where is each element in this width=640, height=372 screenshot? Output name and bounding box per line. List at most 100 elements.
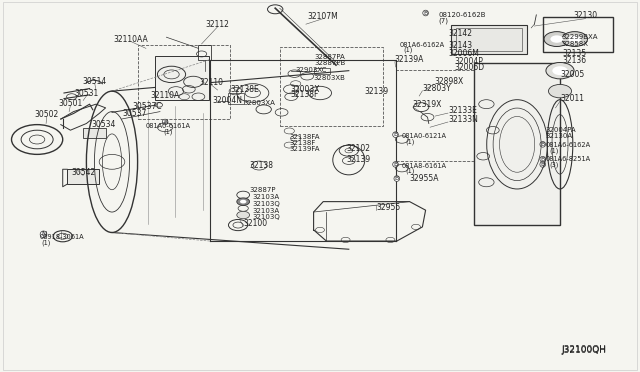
Text: 32100: 32100 [243, 219, 268, 228]
Bar [198, 45, 211, 60]
Circle shape [548, 84, 572, 98]
Text: 32103A: 32103A [253, 208, 280, 214]
Text: B: B [163, 119, 167, 125]
Text: 32107M: 32107M [308, 12, 339, 21]
Text: 32138F: 32138F [290, 90, 318, 99]
Text: 32138F: 32138F [290, 140, 316, 146]
Text: 32887P: 32887P [250, 187, 276, 193]
Bar [451, 25, 527, 54]
Circle shape [544, 32, 570, 46]
Text: 32138FA: 32138FA [290, 134, 321, 140]
Text: 081A0-6121A: 081A0-6121A [402, 133, 447, 139]
Text: 32803XA: 32803XA [243, 100, 275, 106]
Text: 081A6-6162A: 081A6-6162A [545, 142, 591, 148]
Text: 081A6-6162A: 081A6-6162A [400, 42, 445, 48]
Text: 32133N: 32133N [448, 115, 478, 124]
Text: (1): (1) [405, 138, 415, 145]
Text: 30537C: 30537C [132, 102, 162, 110]
Circle shape [550, 35, 563, 43]
Circle shape [240, 200, 246, 203]
Text: 08120-6162B: 08120-6162B [438, 12, 486, 18]
Text: (1): (1) [403, 47, 413, 54]
Text: 32110AA: 32110AA [114, 35, 148, 44]
Text: B: B [541, 157, 545, 162]
Text: 32136: 32136 [562, 56, 586, 65]
Text: 32139: 32139 [365, 87, 389, 96]
Bar [83, 128, 106, 138]
Circle shape [237, 211, 250, 219]
Text: 32803Y: 32803Y [422, 84, 451, 93]
Text: 081A8-6161A: 081A8-6161A [402, 163, 447, 169]
Text: B: B [395, 176, 399, 181]
Text: 08918-3061A: 08918-3061A [40, 234, 84, 240]
Text: 32138E: 32138E [230, 85, 259, 94]
Text: 081A0-6161A: 081A0-6161A [145, 124, 190, 129]
Text: 32112: 32112 [205, 20, 230, 29]
Text: 32139FA: 32139FA [290, 146, 321, 152]
Text: J32100QH: J32100QH [562, 346, 607, 355]
Bar [138, 45, 230, 119]
Text: 081A6-8251A: 081A6-8251A [545, 156, 591, 162]
Text: N: N [41, 231, 46, 237]
Text: (1): (1) [405, 168, 415, 174]
Text: 32004N: 32004N [212, 96, 242, 105]
Text: 30501: 30501 [58, 99, 83, 108]
Text: 32110A: 32110A [150, 92, 180, 100]
Text: 30542: 30542 [71, 169, 95, 177]
Text: 32130: 32130 [573, 11, 598, 20]
Bar [456, 28, 522, 51]
Text: 32004PA: 32004PA [545, 127, 576, 133]
Circle shape [552, 66, 568, 75]
Text: (3): (3) [549, 161, 559, 168]
Bar [280, 46, 383, 126]
Text: 32955A: 32955A [410, 174, 439, 183]
Text: 32887PB: 32887PB [315, 60, 346, 66]
Text: B: B [424, 10, 428, 16]
Text: 32006M: 32006M [448, 49, 479, 58]
Text: 32143: 32143 [448, 41, 472, 50]
Text: (1): (1) [549, 147, 559, 154]
Text: 30502: 30502 [35, 110, 59, 119]
Text: J32100QH: J32100QH [562, 345, 607, 354]
Text: 32887PA: 32887PA [315, 54, 346, 60]
Text: B: B [394, 162, 397, 167]
Text: 30537: 30537 [122, 109, 147, 118]
Text: B: B [394, 132, 397, 137]
Text: (7): (7) [438, 17, 449, 24]
Text: B: B [541, 162, 545, 167]
Text: 32142: 32142 [448, 29, 472, 38]
Bar [543, 17, 613, 52]
Text: 30534: 30534 [92, 121, 116, 129]
Text: 32103A: 32103A [253, 194, 280, 200]
Text: (1): (1) [42, 240, 51, 246]
Text: 32102: 32102 [346, 144, 370, 153]
Text: 32139: 32139 [346, 155, 371, 164]
Text: 32139A: 32139A [395, 55, 424, 64]
Text: 32955: 32955 [376, 203, 401, 212]
Bar [474, 63, 560, 225]
Text: 32319X: 32319X [413, 100, 442, 109]
Text: 32138: 32138 [250, 161, 274, 170]
Circle shape [237, 198, 250, 205]
Bar [314, 68, 330, 74]
Text: 30531: 30531 [74, 89, 99, 98]
Text: 32903XC: 32903XC [296, 67, 327, 73]
Bar [155, 56, 209, 100]
Text: 32005: 32005 [560, 70, 584, 79]
Text: 32006D: 32006D [454, 63, 484, 72]
Bar [396, 70, 524, 161]
Circle shape [562, 32, 588, 46]
Text: 32898X: 32898X [434, 77, 463, 86]
Text: B: B [541, 142, 545, 147]
Text: 32130A: 32130A [545, 133, 572, 139]
Text: 32003X: 32003X [290, 85, 319, 94]
Text: 32858X: 32858X [562, 41, 589, 47]
Text: 32011: 32011 [560, 94, 584, 103]
Text: 32103Q: 32103Q [253, 201, 280, 207]
Bar [67, 169, 99, 184]
Text: 32135: 32135 [562, 49, 586, 58]
Bar [228, 93, 244, 104]
Text: 30514: 30514 [83, 77, 107, 86]
Text: 32299BXA: 32299BXA [562, 34, 598, 40]
Circle shape [568, 35, 581, 43]
